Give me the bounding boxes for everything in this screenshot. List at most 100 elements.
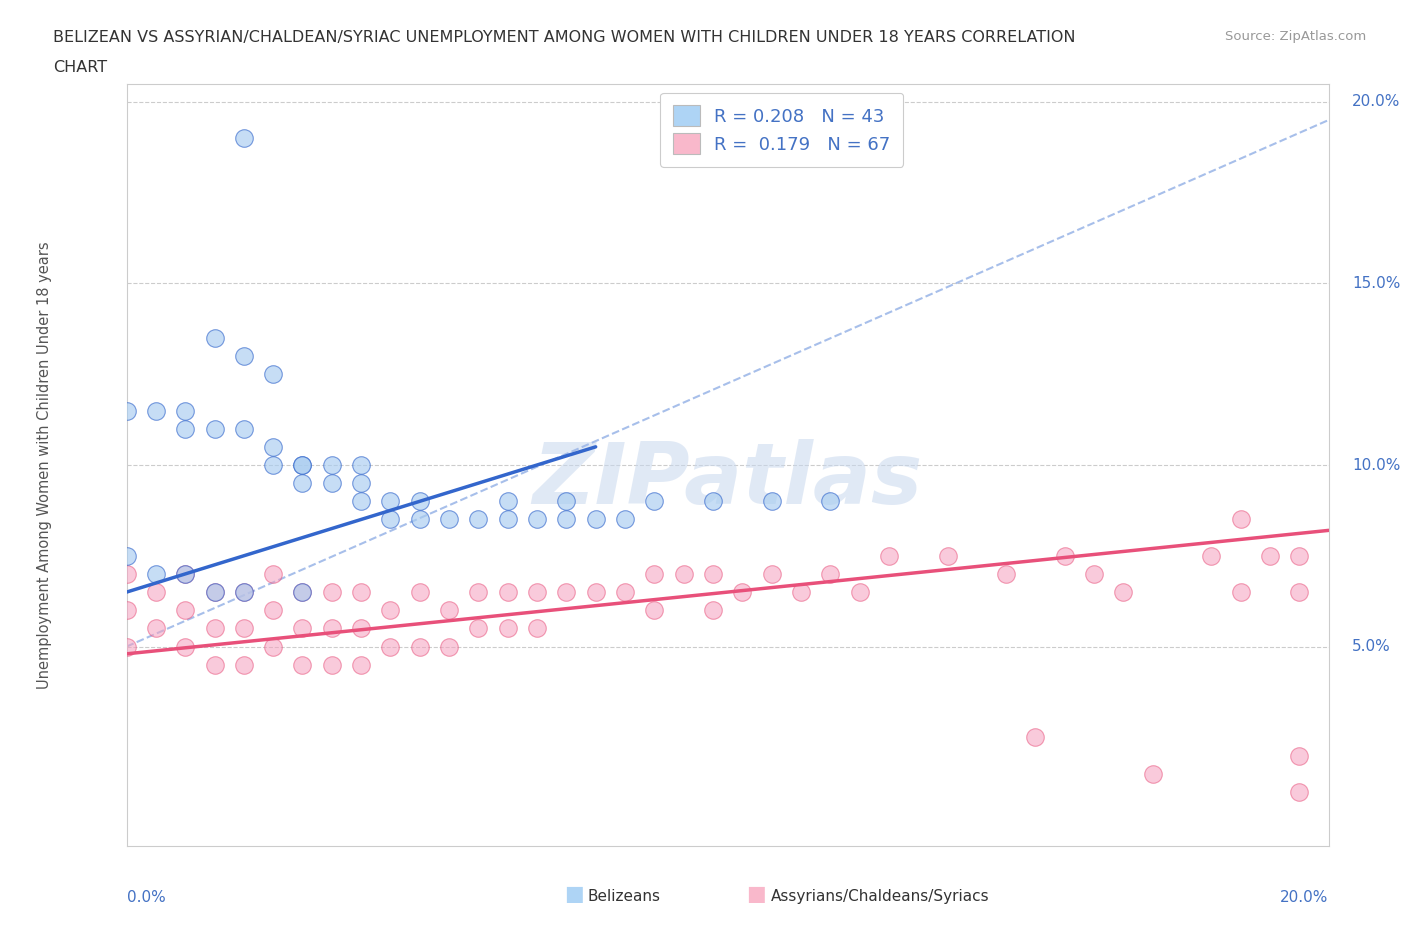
Point (291, 658, 314, 672)
Text: 5.0%: 5.0% (1353, 639, 1391, 654)
Point (232, 621, 254, 636)
Point (350, 458, 373, 472)
Point (204, 585, 226, 600)
Text: 0.0%: 0.0% (127, 890, 166, 905)
Point (643, 494, 665, 509)
Point (995, 566, 1018, 581)
Point (174, 603, 197, 618)
Point (350, 494, 373, 509)
Point (818, 566, 841, 581)
Point (380, 512, 402, 527)
Point (614, 512, 637, 527)
Point (877, 549, 900, 564)
Point (145, 566, 167, 581)
Point (262, 566, 284, 581)
Point (174, 639, 197, 654)
Point (350, 585, 373, 600)
Text: ZIPatlas: ZIPatlas (533, 439, 922, 522)
Point (291, 585, 314, 600)
Point (702, 603, 724, 618)
Point (174, 566, 197, 581)
Point (467, 585, 489, 600)
Point (818, 494, 841, 509)
Point (1229, 585, 1251, 600)
Point (467, 512, 489, 527)
Text: ■: ■ (747, 884, 766, 904)
Text: 20.0%: 20.0% (1281, 890, 1329, 905)
Point (1288, 784, 1310, 799)
Point (526, 512, 548, 527)
Text: Assyrians/Chaldeans/Syriacs: Assyrians/Chaldeans/Syriacs (770, 889, 988, 904)
Point (204, 585, 226, 600)
Point (204, 621, 226, 636)
Point (496, 585, 519, 600)
Point (291, 458, 314, 472)
Point (321, 621, 343, 636)
Text: 20.0%: 20.0% (1353, 94, 1400, 110)
Point (350, 658, 373, 672)
Point (409, 585, 432, 600)
Point (643, 603, 665, 618)
Point (496, 621, 519, 636)
Point (291, 476, 314, 491)
Point (145, 621, 167, 636)
Text: 15.0%: 15.0% (1353, 276, 1400, 291)
Text: ■: ■ (564, 884, 583, 904)
Point (1229, 512, 1251, 527)
Point (204, 330, 226, 345)
Point (672, 566, 695, 581)
Point (262, 366, 284, 381)
Point (1288, 549, 1310, 564)
Point (174, 421, 197, 436)
Point (790, 585, 813, 600)
Point (437, 512, 460, 527)
Text: BELIZEAN VS ASSYRIAN/CHALDEAN/SYRIAC UNEMPLOYMENT AMONG WOMEN WITH CHILDREN UNDE: BELIZEAN VS ASSYRIAN/CHALDEAN/SYRIAC UNE… (53, 30, 1076, 45)
Point (115, 403, 138, 418)
Point (1112, 585, 1135, 600)
Point (380, 603, 402, 618)
Point (291, 458, 314, 472)
Point (321, 458, 343, 472)
Point (1053, 549, 1076, 564)
Point (262, 458, 284, 472)
Point (380, 494, 402, 509)
Point (291, 585, 314, 600)
Point (467, 621, 489, 636)
Point (761, 494, 783, 509)
Point (437, 603, 460, 618)
Point (409, 512, 432, 527)
Point (496, 494, 519, 509)
Point (204, 421, 226, 436)
Point (145, 585, 167, 600)
Point (291, 621, 314, 636)
Point (321, 476, 343, 491)
Point (643, 566, 665, 581)
Point (1024, 730, 1046, 745)
Text: 10.0%: 10.0% (1353, 458, 1400, 472)
Point (614, 585, 637, 600)
Point (232, 585, 254, 600)
Point (115, 549, 138, 564)
Point (115, 639, 138, 654)
Point (702, 494, 724, 509)
Point (702, 566, 724, 581)
Point (848, 585, 870, 600)
Point (262, 603, 284, 618)
Point (321, 585, 343, 600)
Point (1142, 766, 1164, 781)
Point (232, 349, 254, 364)
Point (350, 621, 373, 636)
Point (409, 494, 432, 509)
Point (585, 512, 607, 527)
Point (437, 639, 460, 654)
Point (1083, 566, 1105, 581)
Point (555, 494, 578, 509)
Point (232, 658, 254, 672)
Point (1288, 585, 1310, 600)
Point (145, 403, 167, 418)
Point (232, 131, 254, 146)
Point (496, 512, 519, 527)
Text: Source: ZipAtlas.com: Source: ZipAtlas.com (1226, 30, 1367, 43)
Point (761, 566, 783, 581)
Point (174, 566, 197, 581)
